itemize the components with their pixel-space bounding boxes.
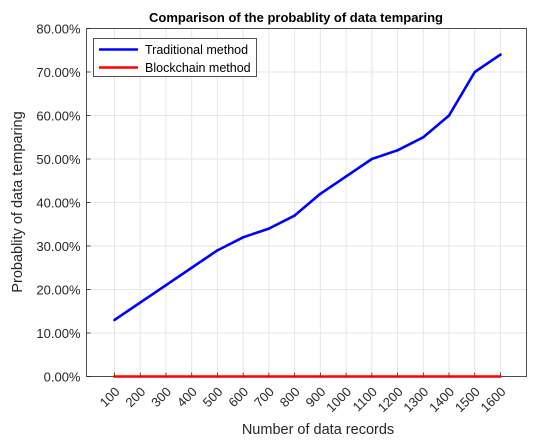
data-point: [422, 135, 425, 139]
y-tick-label: 40.00%: [36, 196, 81, 211]
data-point: [499, 375, 502, 378]
x-axis-label: Number of data records: [242, 422, 394, 438]
data-point: [473, 70, 477, 74]
data-point: [267, 227, 271, 230]
y-tick-label: 30.00%: [36, 239, 81, 254]
y-tick-label: 80.00%: [36, 22, 81, 37]
y-tick-label: 50.00%: [36, 152, 81, 167]
data-point: [241, 375, 245, 378]
data-point: [267, 375, 271, 378]
y-axis-label: Probablity of data temparing: [10, 111, 26, 292]
data-point: [113, 375, 116, 378]
data-point: [499, 53, 502, 56]
grid: [86, 28, 527, 377]
data-point: [344, 375, 348, 378]
legend-label-blockchain: Blockchain method: [145, 61, 251, 75]
data-point: [447, 375, 451, 378]
data-point: [138, 301, 142, 304]
data-point: [396, 149, 399, 152]
data-point: [370, 375, 374, 378]
legend: Traditional method Blockchain method: [93, 38, 257, 77]
data-point: [216, 249, 219, 252]
data-point: [190, 375, 193, 378]
legend-label-traditional: Traditional method: [145, 43, 248, 57]
y-tick-label: 10.00%: [36, 326, 81, 341]
series-lines: [113, 53, 502, 378]
data-point: [164, 375, 168, 378]
data-point: [190, 266, 193, 270]
y-axis: 0.00% 10.00% 20.00% 30.00% 40.00% 50.00% 60.00…: [36, 22, 91, 385]
data-point: [473, 375, 477, 378]
data-point: [138, 375, 142, 378]
data-point: [422, 375, 425, 378]
data-point: [319, 375, 322, 378]
data-point: [216, 375, 219, 378]
y-tick-label: 60.00%: [36, 109, 81, 124]
data-point: [113, 318, 116, 322]
data-point: [319, 192, 322, 196]
data-point: [370, 157, 374, 161]
series-line-0: [113, 53, 502, 322]
chart-title: Comparison of the probablity of data tem…: [149, 10, 443, 25]
data-point: [293, 214, 296, 217]
data-point: [396, 375, 399, 378]
legend-box: [93, 38, 257, 77]
data-point: [447, 114, 451, 117]
y-tick-label: 70.00%: [36, 65, 81, 80]
y-tick-label: 0.00%: [44, 370, 81, 385]
data-point: [344, 175, 348, 178]
data-point: [164, 283, 168, 287]
y-tick-label: 20.00%: [36, 283, 81, 298]
data-point: [293, 375, 296, 378]
data-point: [241, 236, 245, 239]
